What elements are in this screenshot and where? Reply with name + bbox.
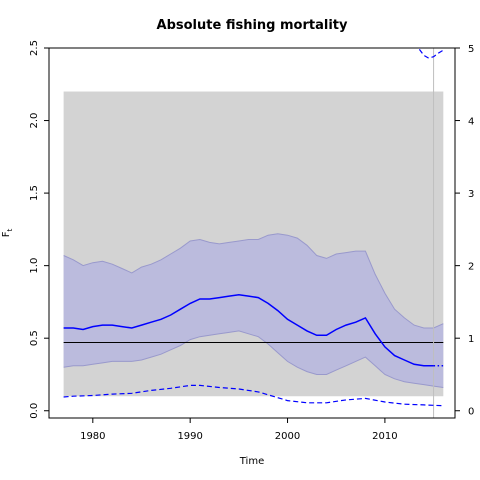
x-tick-label: 1990 (177, 431, 202, 442)
x-axis-title: Time (239, 456, 264, 467)
x-tick-label: 1980 (80, 431, 105, 442)
y-tick-label: 1.5 (29, 185, 40, 201)
y-axis-title-subscript: t (6, 228, 14, 231)
y-tick-label: 2.5 (29, 40, 40, 56)
y2-tick-label: 0 (468, 407, 474, 418)
y2-tick-label: 1 (468, 334, 474, 345)
secondary-y-axis: 0 1 2 3 4 5 (455, 44, 474, 418)
y-axis-title: Ft (1, 228, 14, 237)
y-tick-label: 2.0 (29, 113, 40, 129)
y-axis-title-main: F (1, 231, 12, 237)
x-tick-label: 2010 (372, 431, 397, 442)
y-axis: 0.0 0.5 1.0 1.5 2.0 2.5 (29, 40, 49, 419)
y-tick-label: 0.0 (29, 403, 40, 419)
y-tick-label: 1.0 (29, 258, 40, 274)
x-tick-label: 2000 (275, 431, 300, 442)
chart-title: Absolute fishing mortality (157, 18, 348, 33)
lower-bound-line (63, 330, 444, 388)
y2-tick-label: 3 (468, 189, 474, 200)
median-line (63, 293, 434, 367)
secondary-dashed-lower-line (63, 384, 444, 407)
confidence-band (63, 233, 444, 388)
plot-area (63, 48, 444, 418)
secondary-dashed-upper-line (417, 48, 444, 59)
x-axis: 1980 1990 2000 2010 (80, 418, 398, 442)
y2-tick-label: 4 (468, 117, 474, 128)
y-tick-label: 0.5 (29, 330, 40, 346)
y2-tick-label: 2 (468, 262, 474, 273)
upper-bound-line (63, 233, 444, 329)
plot-frame (48, 47, 456, 419)
y2-tick-label: 5 (468, 44, 474, 55)
